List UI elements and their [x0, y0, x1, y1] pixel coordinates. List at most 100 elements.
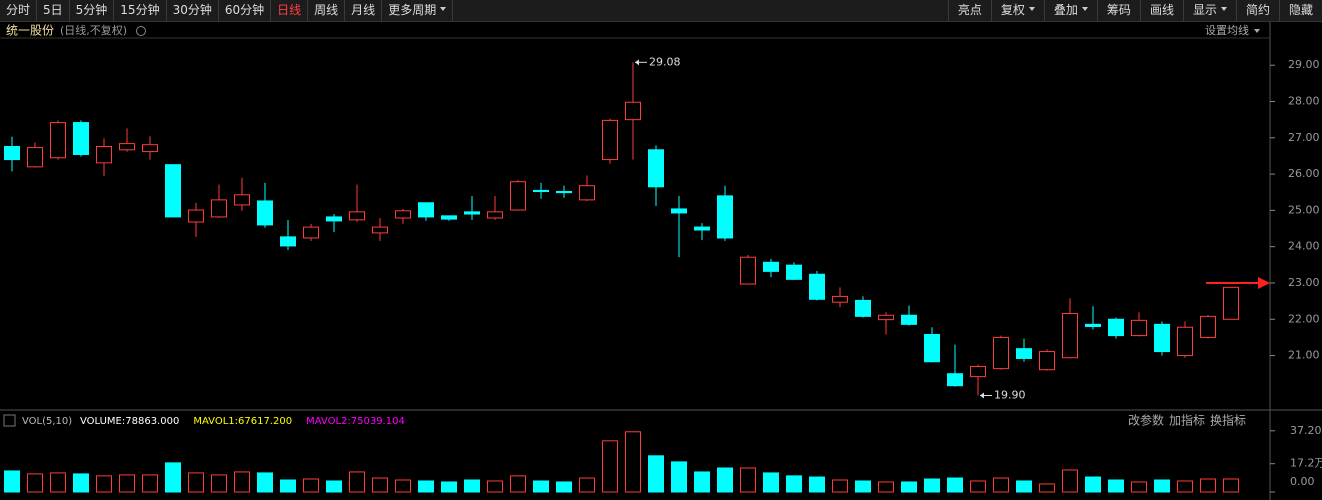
- toolbar-button[interactable]: 复权: [990, 0, 1044, 21]
- candle-body: [73, 122, 89, 155]
- toolbar-button[interactable]: 30分钟: [167, 0, 219, 21]
- candle-body: [326, 216, 342, 222]
- volume-bar: [395, 479, 411, 493]
- candle-body: [602, 119, 618, 161]
- candle-body: [464, 211, 480, 215]
- volume-bar: [694, 471, 710, 493]
- candle-body: [694, 226, 710, 231]
- indicator-value: MAVOL1:67617.200: [193, 416, 292, 427]
- ma-setting[interactable]: 设置均线: [1205, 23, 1249, 37]
- toolbar-button[interactable]: 15分钟: [114, 0, 167, 21]
- y-tick-label: 0.00: [1290, 475, 1315, 488]
- volume-bar: [73, 473, 89, 493]
- candle-body: [1085, 323, 1101, 328]
- candle-body: [970, 365, 986, 378]
- y-tick-label: 37.20: [1290, 424, 1322, 437]
- y-tick-label: 24.00: [1288, 240, 1320, 253]
- toolbar-button[interactable]: 亮点: [947, 0, 991, 21]
- indicator-button[interactable]: 换指标: [1210, 413, 1246, 428]
- candle-body: [648, 149, 664, 188]
- candle-body: [832, 295, 848, 303]
- volume-bar: [27, 473, 43, 493]
- volume-bar: [832, 479, 848, 493]
- volume-bar: [96, 475, 112, 493]
- gear-icon[interactable]: [136, 26, 146, 36]
- volume-bar: [188, 472, 204, 493]
- candle-body: [1200, 315, 1216, 338]
- volume-bar: [855, 480, 871, 493]
- candle-body: [441, 215, 457, 220]
- candle-body: [188, 209, 204, 223]
- volume-bar: [1154, 479, 1170, 493]
- help-icon[interactable]: [3, 414, 16, 427]
- toolbar-button[interactable]: 5日: [37, 0, 70, 21]
- volume-bar: [349, 471, 365, 493]
- toolbar-button[interactable]: 简约: [1235, 0, 1279, 21]
- candle-body: [1131, 319, 1147, 337]
- candle-body: [211, 199, 227, 218]
- y-tick-label: 29.00: [1288, 58, 1320, 71]
- stock-name: 统一股份: [6, 24, 54, 38]
- candle-body: [671, 208, 687, 214]
- toolbar-button[interactable]: 画线: [1139, 0, 1183, 21]
- candle-body: [4, 146, 20, 161]
- volume-bar: [4, 470, 20, 493]
- toolbar-button[interactable]: 日线: [271, 0, 309, 21]
- volume-bar: [924, 478, 940, 493]
- volume-bar: [142, 474, 158, 493]
- indicator-button[interactable]: 加指标: [1169, 413, 1205, 428]
- candle-body: [924, 334, 940, 363]
- candle-body: [625, 101, 641, 121]
- annotation: 29.08: [649, 55, 681, 68]
- volume-bar: [763, 472, 779, 493]
- candle-body: [1223, 286, 1239, 320]
- y-tick-label: 26.00: [1288, 167, 1320, 180]
- y-tick-label: 25.00: [1288, 203, 1320, 216]
- candle-body: [717, 195, 733, 239]
- candle-body: [418, 202, 434, 218]
- candle-body: [257, 200, 273, 226]
- candle-body: [855, 299, 871, 317]
- volume-bar: [211, 474, 227, 493]
- candle-body: [809, 273, 825, 300]
- volume-bar: [510, 475, 526, 493]
- volume-bar: [257, 472, 273, 493]
- toolbar-button[interactable]: 周线: [308, 0, 346, 21]
- candle-body: [234, 194, 250, 206]
- volume-bar: [464, 479, 480, 493]
- candle-body: [1016, 348, 1032, 359]
- volume-bar: [418, 480, 434, 493]
- candle-body: [1177, 326, 1193, 357]
- y-tick-label: 27.00: [1288, 131, 1320, 144]
- volume-bar: [786, 475, 802, 493]
- toolbar-button[interactable]: 分时: [0, 0, 38, 21]
- volume-bar: [119, 474, 135, 493]
- volume-bar: [303, 478, 319, 493]
- toolbar-button[interactable]: 筹码: [1096, 0, 1140, 21]
- toolbar-button[interactable]: 5分钟: [70, 0, 115, 21]
- candle-body: [280, 236, 296, 247]
- candle-body: [142, 144, 158, 153]
- toolbar-button[interactable]: 更多周期: [382, 0, 454, 21]
- candle-body: [878, 314, 894, 321]
- candle-body: [96, 146, 112, 164]
- candle-body: [763, 261, 779, 272]
- toolbar-button[interactable]: 60分钟: [219, 0, 272, 21]
- candle-body: [372, 226, 388, 234]
- toolbar-button[interactable]: 隐藏: [1278, 0, 1322, 21]
- candle-body: [27, 147, 43, 168]
- volume-bar: [993, 477, 1009, 493]
- volume-bar: [165, 462, 181, 493]
- candle-body: [349, 211, 365, 221]
- candle-body: [533, 189, 549, 193]
- y-tick-label: 21.00: [1288, 349, 1320, 362]
- volume-bar: [809, 476, 825, 493]
- y-tick-label: 28.00: [1288, 95, 1320, 108]
- toolbar-button[interactable]: 叠加: [1043, 0, 1097, 21]
- volume-bar: [326, 480, 342, 493]
- toolbar-button[interactable]: 显示: [1182, 0, 1236, 21]
- indicator-button[interactable]: 改参数: [1128, 413, 1164, 428]
- candle-body: [165, 164, 181, 218]
